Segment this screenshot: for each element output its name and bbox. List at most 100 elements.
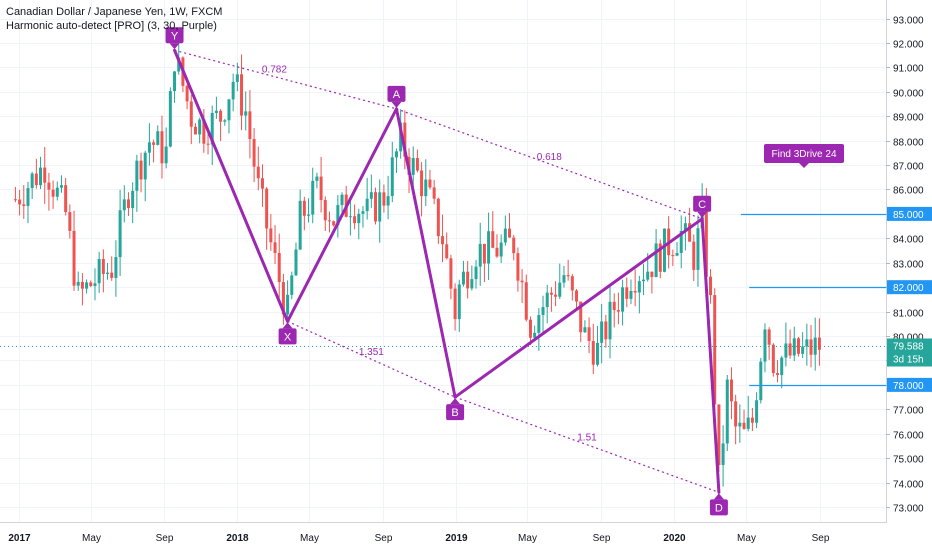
candle-body	[499, 242, 503, 257]
candle-body	[122, 199, 126, 211]
level-badge-label: 82.000	[893, 283, 924, 294]
candle-body	[290, 275, 294, 295]
candle-body	[671, 255, 675, 257]
candle-body	[633, 290, 637, 293]
pattern-marker-pointer	[282, 322, 293, 329]
pattern-marker-label: C	[698, 199, 706, 211]
candle-body	[382, 192, 386, 206]
candle-body	[210, 112, 214, 145]
price-tick-label: 77.000	[893, 406, 924, 417]
price-tick-label: 76.000	[893, 431, 924, 442]
candle-body	[508, 228, 512, 238]
candle-body	[18, 199, 22, 205]
candle-body	[637, 281, 641, 293]
candle-body	[763, 329, 767, 362]
pattern-markers: Y X A B C D	[165, 27, 728, 516]
level-badge-box	[887, 280, 932, 295]
candle-body	[294, 249, 298, 276]
candle-body	[139, 160, 143, 180]
price-tick-label: 80.000	[893, 333, 924, 344]
candle-body	[545, 292, 549, 308]
price-tick-label: 84.000	[893, 235, 924, 246]
candle-body	[26, 188, 30, 206]
candle-body	[348, 216, 352, 218]
candle-body	[43, 167, 47, 183]
candle-body	[487, 231, 491, 264]
candle-body	[85, 282, 89, 289]
time-axis-bg	[0, 522, 887, 550]
candle-body	[403, 122, 407, 157]
time-tick-label: May	[300, 533, 319, 544]
candle-body	[788, 343, 792, 356]
last-price-badge-value: 79.588	[893, 342, 924, 353]
candle-body	[260, 178, 264, 189]
pattern-marker-label: Y	[171, 30, 179, 42]
candle-body	[177, 57, 181, 72]
candle-body	[817, 337, 821, 350]
harmonic-pattern	[173, 48, 721, 494]
candle-body	[570, 276, 574, 291]
pattern-marker-label: B	[451, 407, 458, 419]
candle-body	[591, 341, 595, 365]
candle-body	[616, 310, 620, 312]
candle-body	[583, 327, 587, 333]
candle-body	[466, 271, 470, 289]
candle-body	[114, 257, 118, 278]
candle-body	[256, 166, 260, 179]
candle-body	[34, 173, 38, 186]
candle-body	[311, 180, 315, 215]
time-tick-label: Sep	[375, 533, 393, 544]
candle-body	[219, 110, 223, 122]
time-tick-label: May	[737, 533, 756, 544]
fib-line	[287, 320, 456, 398]
candle-body	[801, 346, 805, 354]
candle-body	[353, 216, 357, 224]
pattern-leg	[453, 217, 704, 399]
candle-body	[516, 253, 520, 281]
candle-body	[713, 295, 717, 405]
candle-body	[47, 182, 51, 190]
symbol-title[interactable]: Canadian Dollar / Japanese Yen, 1W, FXCM	[6, 6, 223, 18]
fib-ratio-label: 0.782	[262, 65, 287, 76]
candle-body	[101, 259, 105, 274]
candle-body	[369, 192, 373, 199]
candle-body	[738, 422, 742, 427]
candle-body	[704, 202, 708, 277]
price-axis-bg[interactable]	[887, 0, 932, 550]
time-tick-label: 2019	[445, 533, 468, 544]
candle-body	[650, 271, 654, 278]
candle-body	[445, 244, 449, 259]
time-axis-ticks[interactable]: 2017 May Sep 2018 May Sep 2019 May Sep 2020 May Sep	[8, 533, 829, 544]
candle-body	[189, 101, 193, 127]
last-price-badge-box	[887, 338, 932, 367]
indicator-title[interactable]: Harmonic auto-detect [PRO] (3, 30, Purpl…	[6, 20, 217, 32]
candle-body	[307, 214, 311, 216]
grid-lines	[0, 0, 887, 522]
candle-body	[22, 204, 26, 206]
candle-body	[625, 287, 629, 299]
candle-body	[235, 74, 239, 82]
candle-body	[106, 272, 110, 274]
candle-body	[742, 422, 746, 429]
candle-body	[750, 417, 754, 423]
candle-body	[491, 231, 495, 248]
candle-body	[696, 228, 700, 270]
pattern-marker-label: X	[284, 331, 292, 343]
candle-body	[612, 301, 616, 311]
candle-body	[600, 321, 604, 343]
candle-body	[658, 243, 662, 272]
time-tick-label: May	[82, 533, 101, 544]
candle-body	[461, 271, 465, 285]
pattern-marker-pointer	[391, 101, 402, 108]
pattern-leg	[394, 107, 457, 399]
candle-body	[562, 275, 566, 283]
pattern-marker-box	[387, 85, 406, 102]
candle-body	[579, 301, 583, 333]
candle-body	[273, 242, 277, 253]
candle-body	[457, 284, 461, 320]
candle-body	[68, 212, 72, 231]
find-label-box	[764, 144, 844, 163]
